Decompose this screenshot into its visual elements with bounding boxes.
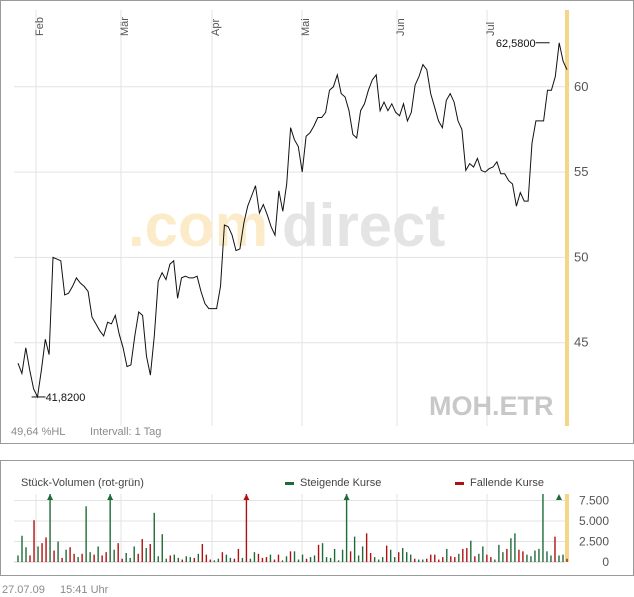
y-tick-label: 55 (574, 164, 588, 179)
price-panel-frame (0, 0, 634, 444)
low-value-label: 41,8200 (46, 392, 86, 404)
x-tick-label: Mär (119, 17, 131, 36)
x-tick-label: Jul (485, 22, 497, 36)
symbol-label: MOH.ETR (429, 391, 554, 421)
high-value-label: 62,5800 (496, 38, 536, 50)
volume-overflow-arrow (555, 494, 562, 500)
price-series-line (17, 42, 568, 399)
y-tick-label: 50 (574, 249, 588, 264)
footer-time: 15:41 Uhr (60, 584, 109, 596)
y-tick-label: 45 (574, 335, 588, 350)
watermark-dot: .com (128, 192, 268, 259)
volume-tick-label: 7.500 (579, 494, 609, 508)
volume-month-gridlines (35, 494, 488, 562)
x-tick-label: Apr (210, 19, 222, 36)
legend-falling-swatch (455, 482, 464, 485)
volume-bars (17, 494, 568, 562)
volume-overflow-arrow (107, 494, 114, 500)
volume-overflow-arrow (243, 494, 250, 500)
footer-date: 27.07.09 (2, 584, 45, 596)
interval-label: Intervall: 1 Tag (90, 426, 161, 438)
x-tick-label: Jun (395, 18, 407, 36)
x-tick-label: Mai (300, 18, 312, 36)
price-gridlines (14, 86, 565, 344)
volume-tick-label: 2.500 (579, 535, 609, 549)
volume-title: Stück-Volumen (rot-grün) (21, 477, 144, 489)
volume-tick-label: 0 (602, 555, 609, 569)
legend-falling-label: Fallende Kurse (470, 477, 544, 489)
price-chart: Feb Mär Apr Mai Jun Jul .com direct MOH.ETR 4… (0, 0, 634, 444)
watermark-text: direct (282, 192, 445, 259)
current-day-highlight (565, 10, 569, 426)
legend-rising-swatch (285, 482, 294, 485)
volume-chart: Stück-Volumen (rot-grün) Steigende Kurse… (0, 460, 634, 576)
x-axis-tick-labels: Feb Mär Apr Mai Jun Jul (34, 17, 497, 36)
y-axis-tick-labels: 45 50 55 60 (574, 79, 588, 350)
month-gridlines (35, 10, 488, 426)
volume-overflow-arrow (343, 494, 350, 500)
volume-tick-label: 5.000 (579, 514, 609, 528)
legend-rising-label: Steigende Kurse (300, 477, 381, 489)
volume-y-axis-tick-labels: 0 2.500 5.000 7.500 (579, 494, 609, 569)
volume-current-day-highlight (565, 494, 569, 562)
range-percentage-label: 49,64 %HL (11, 426, 65, 438)
volume-overflow-arrow (47, 494, 54, 500)
x-tick-label: Feb (34, 17, 46, 36)
y-tick-label: 60 (574, 79, 588, 94)
